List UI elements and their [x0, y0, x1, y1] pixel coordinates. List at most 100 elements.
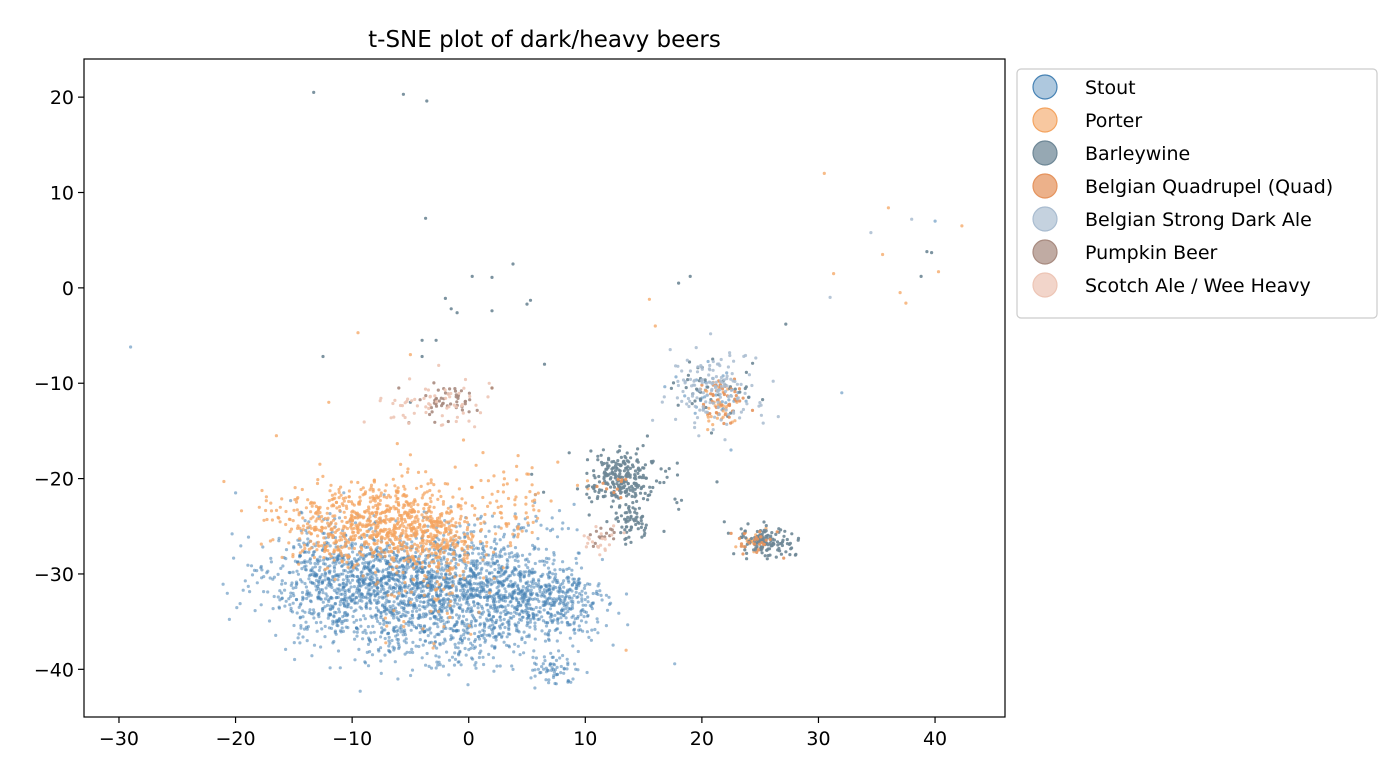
data-point [476, 606, 480, 610]
data-point [445, 650, 449, 654]
data-point [533, 674, 537, 678]
data-point [386, 631, 390, 635]
data-point [440, 541, 444, 546]
data-point [443, 391, 448, 395]
data-point [291, 555, 295, 559]
data-point [243, 579, 247, 583]
data-point [395, 497, 399, 501]
data-point [458, 574, 462, 578]
data-point [498, 510, 502, 515]
data-point [361, 574, 365, 578]
data-point [426, 634, 430, 638]
data-point [369, 631, 373, 635]
data-point [470, 504, 474, 508]
data-point [488, 624, 492, 628]
data-point [392, 505, 396, 509]
data-point [473, 645, 477, 649]
data-point [429, 406, 433, 410]
data-point [605, 520, 609, 524]
data-point [743, 391, 747, 395]
data-point [579, 619, 584, 623]
data-point [355, 512, 359, 516]
data-point [507, 583, 511, 587]
data-point [764, 538, 768, 542]
data-point [336, 545, 340, 549]
data-point [367, 564, 371, 569]
data-point [438, 606, 442, 610]
data-point [694, 346, 698, 350]
data-point [632, 481, 636, 485]
data-point [508, 616, 512, 620]
data-point [629, 525, 633, 529]
data-point [904, 301, 908, 305]
data-point [382, 495, 386, 499]
data-point [342, 531, 347, 535]
data-point [527, 569, 532, 573]
data-point [539, 574, 543, 578]
data-point [663, 385, 667, 389]
data-point [295, 611, 299, 615]
data-point [438, 613, 442, 617]
data-point [346, 605, 350, 609]
data-point [685, 358, 689, 362]
data-point [380, 535, 384, 539]
data-point [407, 584, 411, 588]
data-point [318, 559, 322, 563]
data-point [525, 472, 529, 476]
data-point [425, 604, 429, 608]
data-point [505, 635, 509, 639]
data-point [707, 406, 711, 410]
data-point [631, 517, 636, 522]
data-point [284, 647, 288, 652]
data-point [540, 559, 544, 563]
data-point [547, 576, 551, 580]
data-point [539, 670, 543, 675]
data-point [429, 666, 434, 670]
data-point [516, 559, 520, 563]
data-point [395, 595, 399, 600]
data-point [457, 641, 461, 645]
data-point [292, 508, 296, 512]
data-point [612, 530, 616, 535]
data-point [379, 540, 383, 544]
data-point [426, 524, 430, 528]
data-point [454, 521, 458, 525]
data-point [687, 404, 691, 409]
data-point [336, 649, 341, 653]
data-point [549, 662, 553, 666]
data-point [449, 307, 453, 311]
data-point [347, 562, 351, 567]
data-point [703, 395, 707, 399]
data-point [516, 532, 520, 536]
data-point [422, 625, 426, 629]
data-point [333, 610, 337, 614]
data-point [321, 354, 325, 359]
data-point [340, 592, 344, 596]
data-point [570, 573, 574, 577]
data-point [417, 545, 421, 549]
data-point [360, 599, 364, 603]
data-point [368, 535, 372, 539]
data-point [383, 591, 387, 595]
data-point [436, 545, 440, 549]
data-point [306, 537, 310, 541]
data-point [338, 508, 342, 513]
data-point [310, 654, 314, 658]
data-point [936, 270, 941, 274]
data-point [548, 607, 553, 611]
data-point [429, 532, 433, 536]
data-point [458, 554, 462, 558]
data-point [436, 555, 440, 560]
data-point [637, 468, 641, 472]
data-point [536, 516, 540, 520]
data-point [667, 467, 671, 471]
data-point [406, 537, 410, 541]
data-point [396, 545, 400, 549]
data-point [410, 587, 414, 591]
data-point [424, 470, 428, 474]
data-point [443, 296, 447, 300]
data-point [448, 604, 452, 608]
data-point [472, 600, 476, 604]
data-point [624, 525, 629, 529]
data-point [638, 491, 643, 495]
